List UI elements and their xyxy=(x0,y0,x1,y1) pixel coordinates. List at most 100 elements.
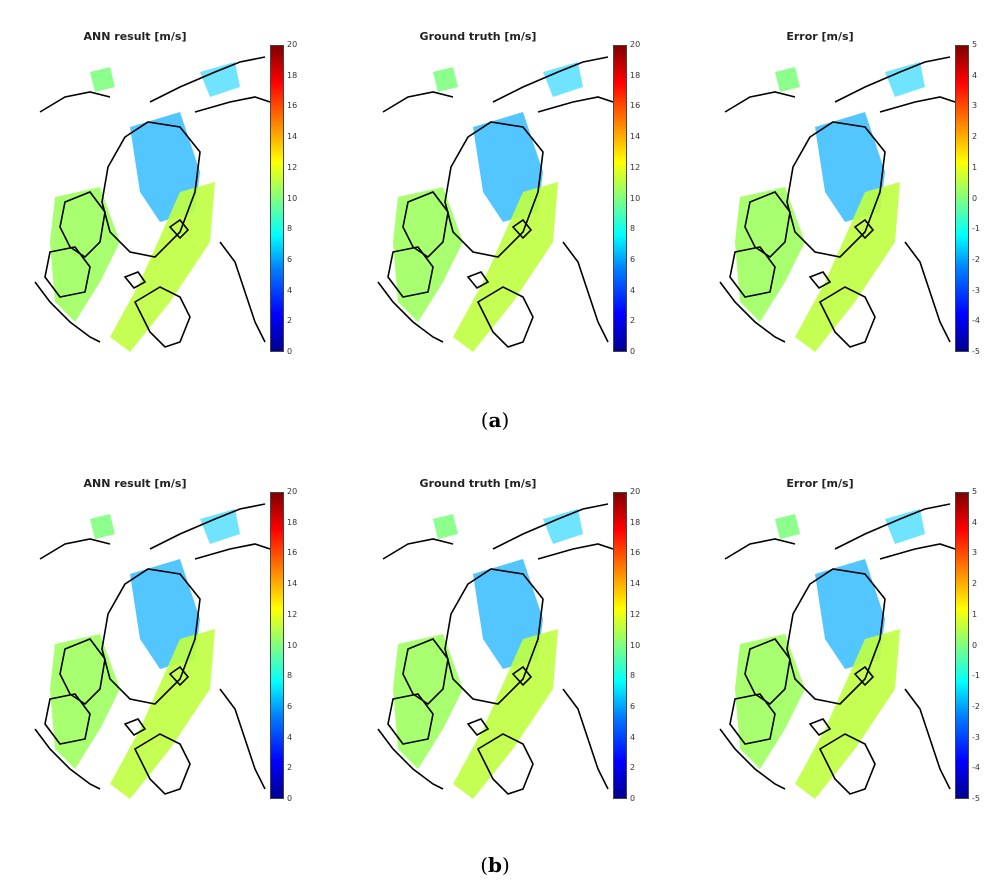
colorbar-tick-label: 5 xyxy=(972,487,978,496)
coastline xyxy=(44,693,91,745)
colorbar-tick-label: 8 xyxy=(287,224,293,234)
data-swath xyxy=(90,67,115,92)
colorbar-tick-label: 10 xyxy=(630,193,641,203)
colorbar-tick-label: 0 xyxy=(630,794,636,803)
colorbar-tick-label: 8 xyxy=(630,671,636,681)
colorbar-ticks: 5 4 3 2 1 0 -1 -2 -3 -4 -5 xyxy=(972,488,998,803)
coastline xyxy=(168,665,190,687)
coastline xyxy=(133,286,191,348)
colorbar-ticks: 20 18 16 14 12 10 8 6 4 2 0 xyxy=(630,41,656,356)
colorbar-tick-label: 4 xyxy=(972,70,978,80)
coastline xyxy=(562,688,609,790)
colorbar-tick-label: 20 xyxy=(287,487,298,496)
coastline xyxy=(123,718,147,737)
colorbar-tick-label: 0 xyxy=(630,347,636,356)
panel-title: Ground truth [m/s] xyxy=(419,30,537,43)
data-swath xyxy=(735,187,805,322)
data-swath xyxy=(735,634,805,769)
colorbar-tick-label: 4 xyxy=(972,517,978,527)
coastline xyxy=(39,91,111,113)
colorbar-tick-label: 12 xyxy=(630,609,641,619)
colorbar-tick-label: 6 xyxy=(630,254,636,264)
panel-b-ann-result: ANN result [m/s] 20 18 16 14 12 10 8 6 4 2 0 xyxy=(15,475,315,805)
data-swath xyxy=(90,514,115,539)
colorbar-tick-label: 6 xyxy=(287,254,293,264)
colorbar-tick-label: 16 xyxy=(287,101,298,111)
caption-b: (b) xyxy=(480,853,510,877)
data-swath xyxy=(775,67,800,92)
coastline xyxy=(59,191,106,259)
panel-title: Error [m/s] xyxy=(786,30,854,43)
colorbar-tick-label: 4 xyxy=(287,732,293,742)
coastline xyxy=(133,733,191,795)
colorbar-speed xyxy=(613,492,627,799)
coastline xyxy=(818,286,876,348)
colorbar-tick-label: 14 xyxy=(287,132,298,142)
data-swath xyxy=(433,514,458,539)
coastline xyxy=(476,286,534,348)
coastline xyxy=(904,688,951,790)
data-swath xyxy=(200,509,240,544)
coastline xyxy=(834,503,951,550)
coastline xyxy=(511,218,533,240)
coastline xyxy=(44,246,91,298)
colorbar-tick-label: 6 xyxy=(630,701,636,711)
coastline xyxy=(219,688,266,790)
caption-a: (a) xyxy=(480,408,510,432)
coastline xyxy=(834,56,951,103)
coastline xyxy=(879,543,955,560)
colorbar-tick-label: 16 xyxy=(630,101,641,111)
map-ground-truth-b xyxy=(377,503,613,799)
data-swath xyxy=(393,187,463,322)
colorbar-error xyxy=(955,45,969,352)
colorbar-tick-label: 0 xyxy=(972,193,978,203)
coastline xyxy=(444,568,544,705)
coastline xyxy=(729,246,776,298)
panel-title: Ground truth [m/s] xyxy=(419,477,537,490)
colorbar-tick-label: 16 xyxy=(630,548,641,558)
colorbar-tick-label: 2 xyxy=(287,763,293,773)
colorbar-tick-label: 18 xyxy=(630,517,641,527)
coastline xyxy=(786,121,886,258)
coastline xyxy=(786,568,886,705)
coastline xyxy=(808,271,832,290)
coastline xyxy=(59,638,106,706)
colorbar-speed xyxy=(613,45,627,352)
colorbar-tick-label: 14 xyxy=(287,579,298,589)
coastline xyxy=(194,96,270,113)
colorbar-tick-label: 1 xyxy=(972,162,978,172)
colorbar-tick-label: 12 xyxy=(287,162,298,172)
colorbar-tick-label: 12 xyxy=(287,609,298,619)
colorbar-tick-label: 18 xyxy=(630,70,641,80)
colorbar-tick-label: -2 xyxy=(972,701,980,711)
coastline xyxy=(719,281,786,343)
data-swath xyxy=(393,634,463,769)
coastline xyxy=(101,121,201,258)
coastline xyxy=(719,728,786,790)
coastline xyxy=(808,718,832,737)
colorbar-tick-label: -3 xyxy=(972,285,980,295)
data-swath xyxy=(775,514,800,539)
panel-b-ground-truth: Ground truth [m/s] 20 18 16 14 12 10 8 6 4 2 0 xyxy=(358,475,658,805)
coastline xyxy=(377,728,444,790)
colorbar-tick-label: 4 xyxy=(630,285,636,295)
colorbar-tick-label: 18 xyxy=(287,70,298,80)
coastline xyxy=(387,246,434,298)
map-ann-result-b xyxy=(34,503,270,799)
coastline xyxy=(853,665,875,687)
data-swath xyxy=(110,182,215,352)
colorbar-tick-label: 5 xyxy=(972,40,978,49)
coastline xyxy=(476,733,534,795)
data-swath xyxy=(50,634,120,769)
map-error-a xyxy=(719,56,955,352)
coastline xyxy=(562,241,609,343)
colorbar-tick-label: 10 xyxy=(287,640,298,650)
colorbar-ticks: 5 4 3 2 1 0 -1 -2 -3 -4 -5 xyxy=(972,41,998,356)
coastline xyxy=(149,56,266,103)
coastline xyxy=(904,241,951,343)
colorbar-tick-label: -5 xyxy=(972,347,980,356)
colorbar-tick-label: 18 xyxy=(287,517,298,527)
coastline xyxy=(492,503,609,550)
colorbar-tick-label: 16 xyxy=(287,548,298,558)
data-swath xyxy=(433,67,458,92)
